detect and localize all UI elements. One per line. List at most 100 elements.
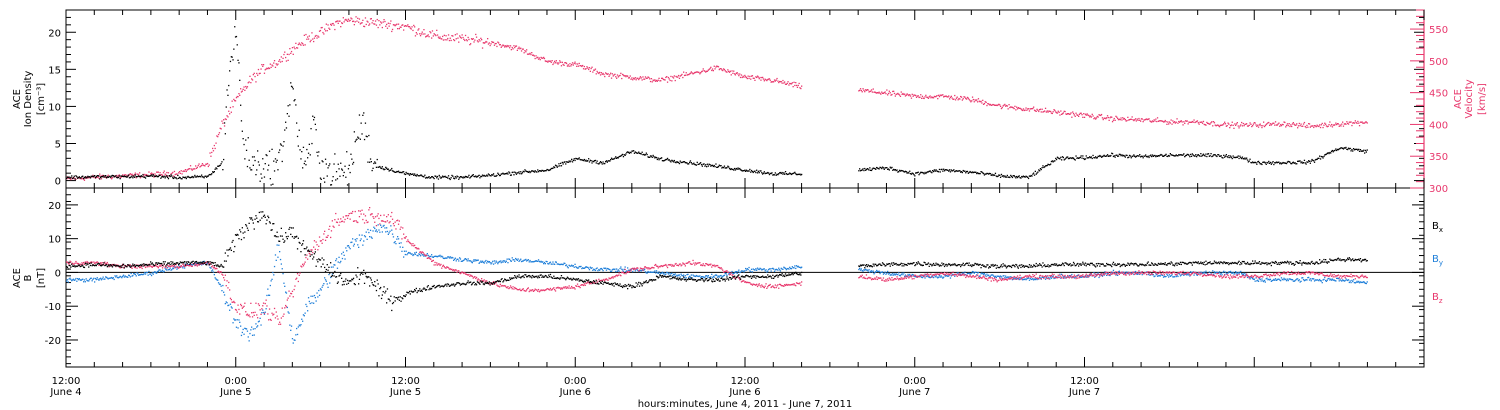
data-point-velocity xyxy=(71,177,73,179)
series-density xyxy=(66,26,1368,186)
data-point-by xyxy=(1308,279,1311,281)
data-point-density xyxy=(658,159,660,161)
data-point-by xyxy=(341,257,344,260)
data-point-by xyxy=(983,272,986,275)
data-point-velocity xyxy=(690,71,692,73)
data-point-velocity xyxy=(1146,118,1148,121)
data-point-velocity xyxy=(281,60,283,63)
data-point-density xyxy=(419,174,422,176)
data-point-velocity xyxy=(472,38,474,40)
data-point-density xyxy=(707,165,709,167)
data-point-velocity xyxy=(758,78,760,80)
data-point-by xyxy=(288,312,290,314)
data-point-by xyxy=(178,265,181,268)
data-point-density xyxy=(276,159,278,161)
data-point-by xyxy=(1296,278,1298,280)
data-point-density xyxy=(470,176,472,178)
data-point-velocity xyxy=(1302,125,1304,127)
data-point-by xyxy=(664,273,666,276)
data-point-density xyxy=(153,175,155,177)
data-point-by xyxy=(1031,278,1033,281)
data-point-velocity xyxy=(734,74,737,76)
data-point-by xyxy=(723,274,726,276)
data-point-velocity xyxy=(1200,121,1202,123)
data-point-velocity xyxy=(762,76,764,79)
data-point-density xyxy=(607,160,609,162)
data-point-by xyxy=(1290,278,1292,281)
data-point-density xyxy=(1248,160,1250,162)
data-point-velocity xyxy=(212,150,215,152)
data-point-by xyxy=(528,261,530,263)
data-point-by xyxy=(335,258,338,260)
data-point-velocity xyxy=(721,69,723,71)
data-point-velocity xyxy=(242,88,244,90)
data-point-by xyxy=(717,276,719,278)
data-point-density xyxy=(118,175,120,177)
data-point-density xyxy=(1213,154,1216,156)
data-point-density xyxy=(1356,148,1358,150)
data-point-density xyxy=(122,175,125,178)
data-point-density xyxy=(72,177,75,179)
data-point-by xyxy=(242,328,244,331)
data-point-density xyxy=(363,138,366,141)
data-point-density xyxy=(1052,161,1054,163)
data-point-density xyxy=(601,163,603,165)
data-point-bz xyxy=(95,261,97,263)
data-point-bz xyxy=(197,263,199,265)
data-point-bz xyxy=(218,272,221,274)
data-point-velocity xyxy=(1219,124,1221,126)
data-point-density xyxy=(185,177,187,180)
data-point-velocity xyxy=(1063,110,1065,112)
data-point-by xyxy=(1196,274,1198,276)
data-point-density xyxy=(186,176,188,178)
data-point-by xyxy=(962,272,964,274)
data-point-velocity xyxy=(1190,121,1192,123)
data-point-velocity xyxy=(438,37,440,39)
data-point-velocity xyxy=(1173,121,1175,124)
data-point-by xyxy=(555,261,557,263)
data-point-by xyxy=(1027,277,1030,279)
data-point-density xyxy=(125,175,127,177)
data-point-velocity xyxy=(1134,119,1136,121)
data-point-density xyxy=(143,176,145,178)
data-point-density xyxy=(1119,153,1121,156)
data-point-by xyxy=(164,267,166,269)
data-point-density xyxy=(99,178,101,180)
data-point-density xyxy=(428,176,430,178)
data-point-density xyxy=(353,131,355,133)
data-point-velocity xyxy=(120,176,122,179)
data-point-density xyxy=(794,171,796,173)
data-point-velocity xyxy=(793,81,795,83)
data-point-density xyxy=(1190,155,1193,157)
data-point-by xyxy=(682,275,684,277)
data-point-density xyxy=(711,164,713,167)
data-point-velocity xyxy=(425,36,427,38)
data-point-density xyxy=(1229,156,1231,159)
data-point-velocity xyxy=(919,96,921,98)
data-point-velocity xyxy=(324,30,327,32)
data-point-density xyxy=(1010,175,1013,178)
data-point-by xyxy=(1287,279,1289,282)
data-point-by xyxy=(490,263,492,265)
data-point-density xyxy=(772,174,774,176)
data-point-density xyxy=(1087,157,1089,159)
data-point-velocity xyxy=(470,43,472,45)
data-point-density xyxy=(1125,154,1127,156)
data-point-density xyxy=(602,161,604,163)
data-point-velocity xyxy=(313,40,315,43)
data-point-density xyxy=(909,173,912,175)
data-point-velocity xyxy=(1022,109,1024,112)
data-point-by xyxy=(1134,271,1136,273)
data-point-velocity xyxy=(1162,121,1165,123)
data-point-velocity xyxy=(1189,121,1191,123)
data-point-velocity xyxy=(1291,123,1294,125)
data-point-by xyxy=(311,302,313,304)
data-point-density xyxy=(190,176,193,178)
date-tick-label: June 4 xyxy=(49,387,81,398)
data-point-density xyxy=(192,176,194,179)
data-point-by xyxy=(195,262,198,264)
data-point-by xyxy=(374,230,377,232)
data-point-density xyxy=(1046,164,1048,167)
data-point-by xyxy=(482,261,484,263)
data-point-velocity xyxy=(262,65,264,67)
